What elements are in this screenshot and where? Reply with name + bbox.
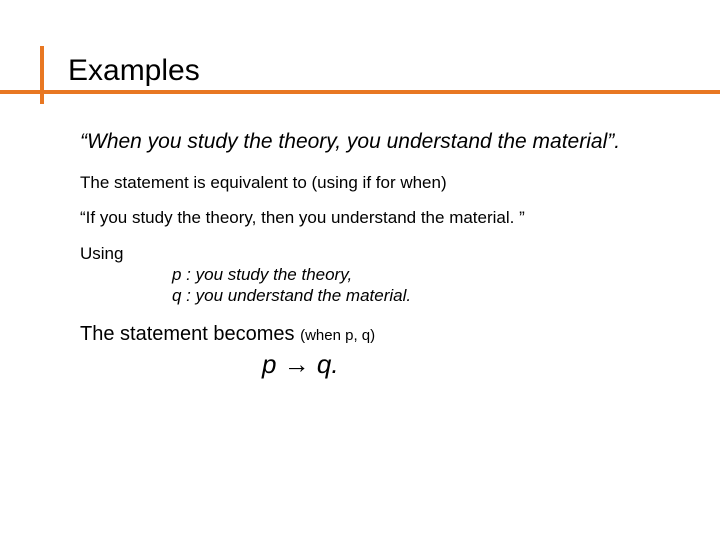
using-block: Using p : you study the theory, q : you … xyxy=(80,243,660,307)
definition-p: p : you study the theory, xyxy=(172,264,660,285)
using-label: Using xyxy=(80,243,660,264)
equivalence-statement: The statement is equivalent to (using if… xyxy=(80,172,660,193)
becomes-paren: (when p, q) xyxy=(300,327,375,344)
slide: Examples “When you study the theory, you… xyxy=(0,0,720,540)
slide-title: Examples xyxy=(0,54,720,90)
title-block: Examples xyxy=(0,54,720,94)
definition-q: q : you understand the material. xyxy=(172,285,660,306)
becomes-line: The statement becomes (when p, q) xyxy=(80,322,660,347)
opening-quote: “When you study the theory, you understa… xyxy=(80,130,660,154)
title-rule xyxy=(0,90,720,94)
slide-body: “When you study the theory, you understa… xyxy=(80,130,660,380)
definitions: p : you study the theory, q : you unders… xyxy=(80,264,660,307)
becomes-prefix: The statement becomes xyxy=(80,323,300,345)
formula: p → q. xyxy=(80,349,660,380)
if-then-statement: “If you study the theory, then you under… xyxy=(80,207,660,228)
